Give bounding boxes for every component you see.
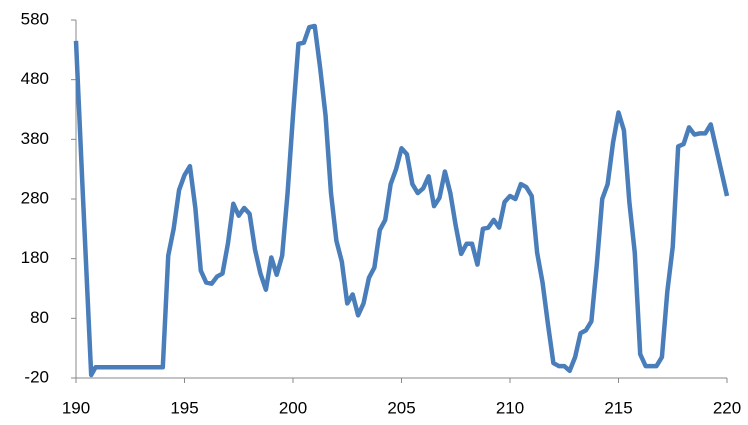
y-tick-label: 480 — [21, 69, 49, 88]
x-tick-label: 195 — [170, 398, 198, 417]
x-tick-label: 190 — [62, 398, 90, 417]
y-tick-label: 280 — [21, 188, 49, 207]
x-tick-label: 220 — [713, 398, 741, 417]
x-tick-label: 205 — [387, 398, 415, 417]
y-tick-label: 80 — [30, 308, 49, 327]
y-tick-label: 580 — [21, 9, 49, 28]
y-tick-label: -20 — [24, 367, 49, 386]
x-tick-label: 200 — [279, 398, 307, 417]
data-line — [73, 23, 730, 378]
y-tick-label: 380 — [21, 129, 49, 148]
y-tick-label: 180 — [21, 248, 49, 267]
x-tick-label: 210 — [496, 398, 524, 417]
x-tick-label: 215 — [604, 398, 632, 417]
